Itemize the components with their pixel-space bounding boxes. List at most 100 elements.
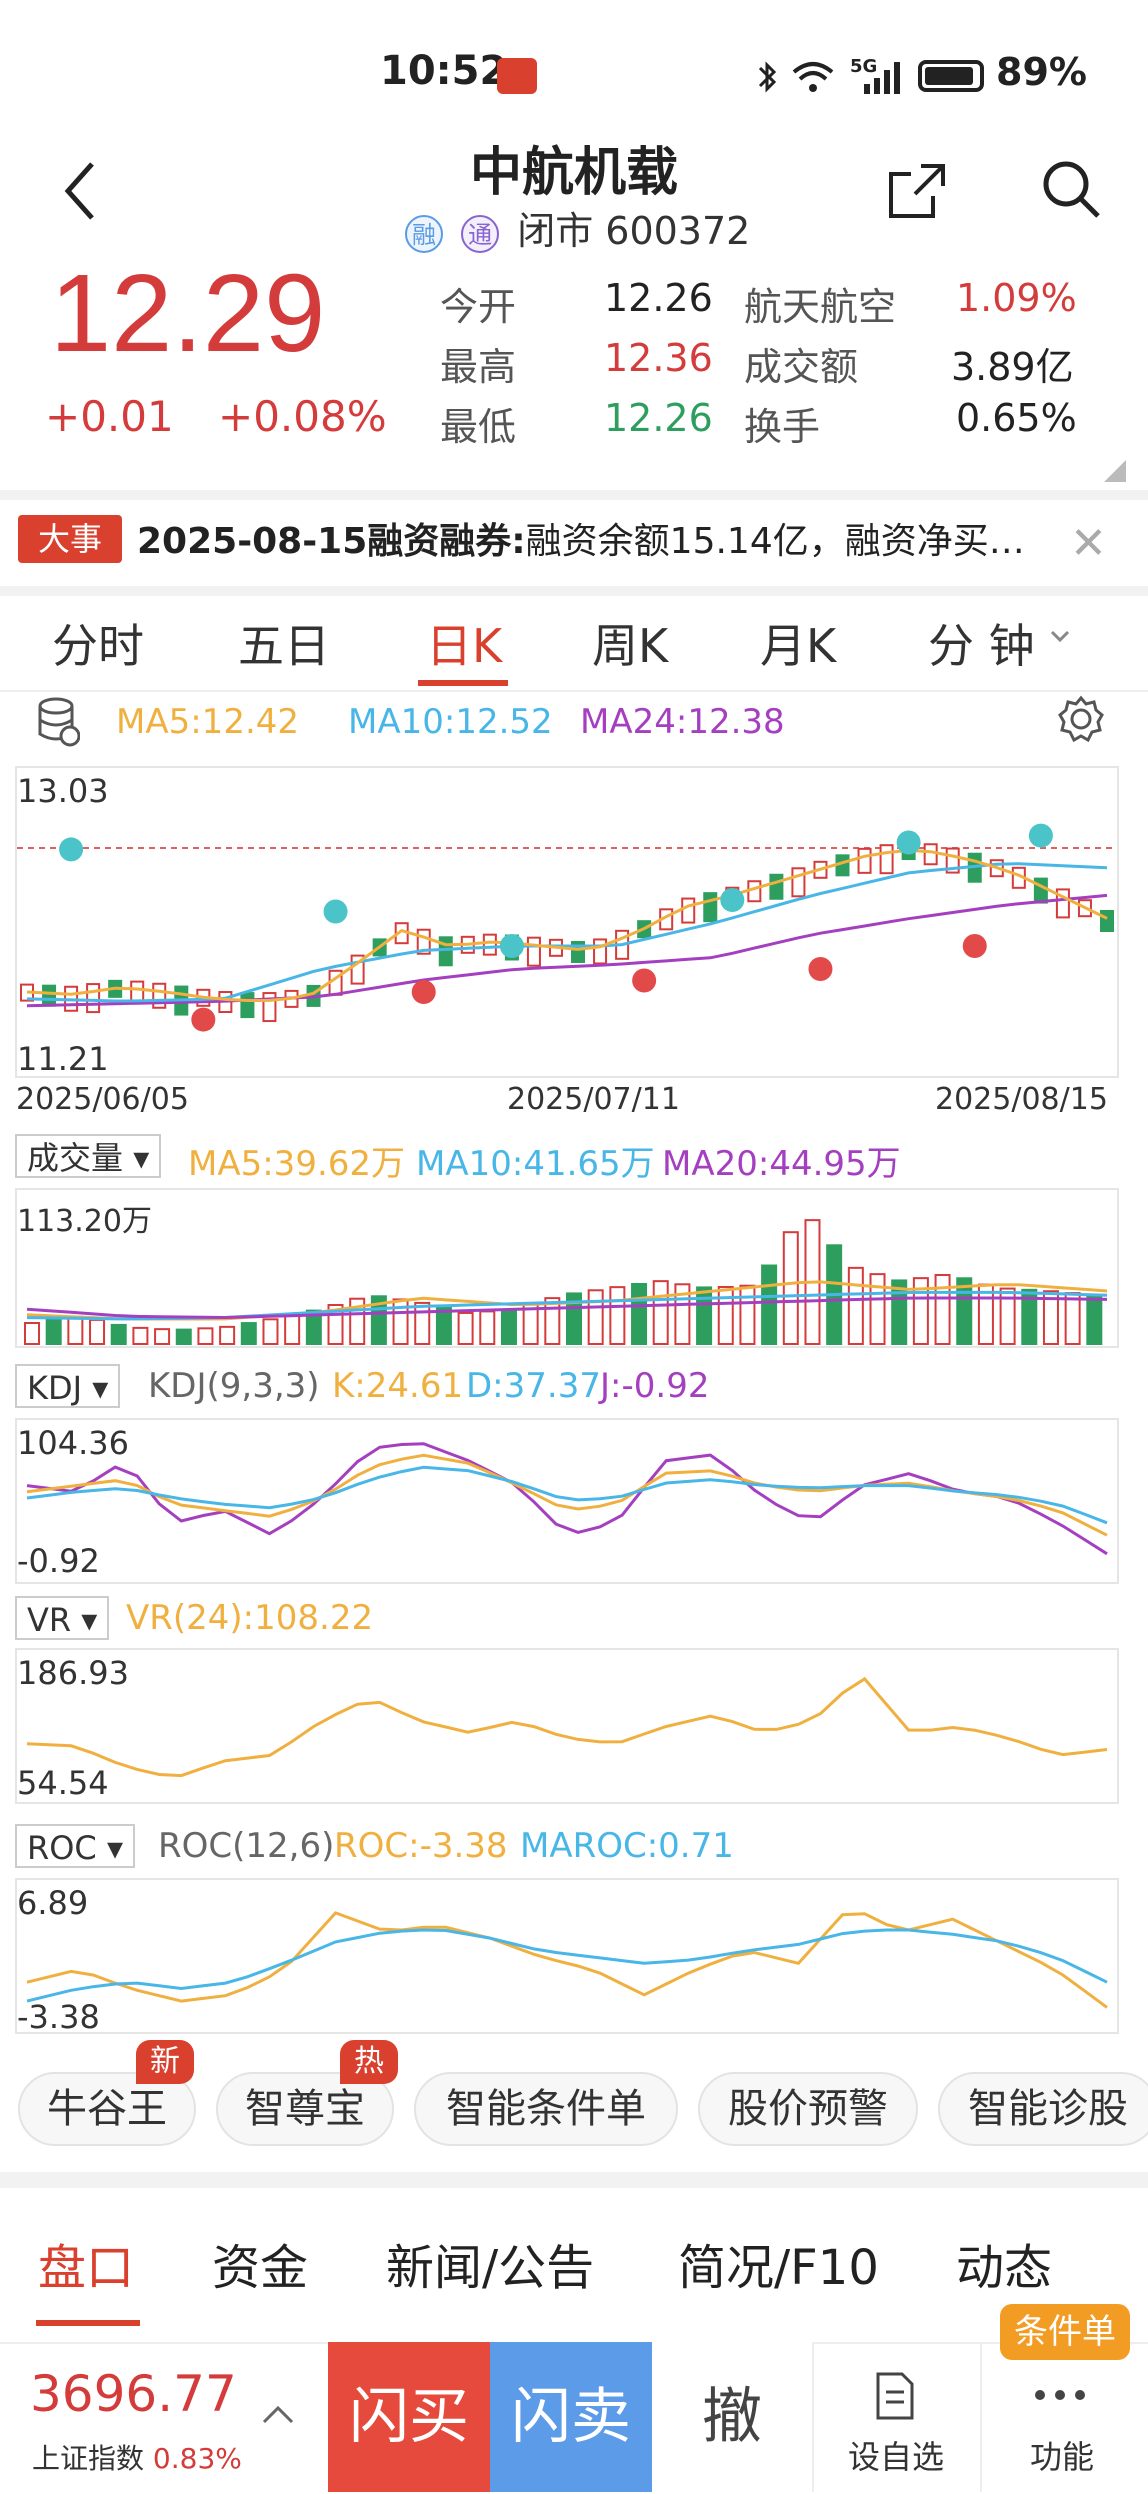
volume-bar bbox=[219, 1325, 236, 1346]
tab-daily-k[interactable]: 日K bbox=[426, 619, 503, 673]
expand-corner-icon[interactable] bbox=[1104, 460, 1126, 482]
tab-five-day[interactable]: 五日 bbox=[238, 619, 330, 673]
news-badge: 大事 bbox=[18, 515, 122, 563]
sell-signal-marker bbox=[499, 934, 524, 958]
volume-chart[interactable] bbox=[17, 1190, 1117, 1346]
chip-niuguwang[interactable]: 牛谷王 bbox=[18, 2072, 196, 2146]
close-icon[interactable]: ✕ bbox=[1070, 518, 1107, 569]
vr-selector[interactable]: VR ▾ bbox=[15, 1596, 110, 1640]
candle bbox=[86, 983, 101, 1014]
add-watchlist-icon[interactable] bbox=[872, 2370, 918, 2422]
settings-gear-icon[interactable] bbox=[1056, 694, 1106, 744]
chip-zhizunbao[interactable]: 智尊宝 bbox=[216, 2072, 394, 2146]
tab-dynamics[interactable]: 动态 bbox=[956, 2240, 1053, 2296]
roc-params: ROC(12,6) bbox=[158, 1826, 335, 1866]
cancel-order-button[interactable]: 撤 bbox=[652, 2342, 812, 2492]
candle bbox=[482, 933, 497, 956]
kdj-chart[interactable] bbox=[17, 1420, 1117, 1582]
roc-chart[interactable] bbox=[17, 1880, 1117, 2032]
share-icon[interactable] bbox=[885, 160, 949, 220]
candle bbox=[879, 844, 894, 875]
volume-bar bbox=[457, 1311, 474, 1345]
date-end: 2025/08/15 bbox=[935, 1082, 1108, 1117]
amount-value: 3.89亿 bbox=[951, 345, 1074, 389]
candle bbox=[1100, 910, 1114, 932]
vr-chart-panel[interactable]: 186.93 54.54 bbox=[15, 1648, 1119, 1804]
volume-bar bbox=[24, 1322, 40, 1345]
tab-capital[interactable]: 资金 bbox=[212, 2240, 309, 2296]
ma5-legend: MA5:12.42 bbox=[116, 702, 300, 742]
tab-monthly-k[interactable]: 月K bbox=[760, 619, 837, 673]
candle bbox=[1033, 877, 1048, 904]
volume-bar bbox=[912, 1277, 929, 1345]
tab-intraday[interactable]: 分时 bbox=[52, 619, 144, 673]
hot-badge: 热 bbox=[340, 2040, 398, 2084]
chevron-down-icon[interactable] bbox=[1050, 630, 1070, 644]
chevron-up-icon[interactable] bbox=[262, 2404, 294, 2424]
news-ticker[interactable]: 2025-08-15融资融券:融资余额15.14亿，融资净买… bbox=[137, 512, 1057, 564]
volume-bar bbox=[89, 1318, 106, 1345]
kdj-params: KDJ(9,3,3) bbox=[148, 1366, 320, 1406]
candle bbox=[593, 938, 608, 965]
sector-percent[interactable]: 1.09% bbox=[956, 276, 1077, 320]
candle bbox=[526, 936, 541, 967]
tab-f10[interactable]: 简况/F10 bbox=[678, 2240, 879, 2296]
sell-signal-marker bbox=[59, 837, 84, 862]
flash-buy-button[interactable]: 闪买 bbox=[328, 2342, 490, 2492]
kline-chart-panel[interactable]: 13.03 11.21 bbox=[15, 766, 1119, 1078]
margin-tag: 融 bbox=[405, 214, 443, 253]
index-name-row[interactable]: 上证指数 0.83% bbox=[32, 2437, 242, 2477]
network-type: 5G bbox=[850, 56, 878, 77]
search-icon[interactable] bbox=[1040, 158, 1104, 222]
buy-signal-marker bbox=[632, 968, 657, 993]
index-value[interactable]: 3696.77 bbox=[30, 2365, 237, 2423]
roc-chart-panel[interactable]: 6.89 -3.38 bbox=[15, 1878, 1119, 2036]
wifi-icon bbox=[792, 62, 834, 92]
candle bbox=[923, 843, 938, 866]
kdj-y-min: -0.92 bbox=[17, 1542, 100, 1580]
kdj-selector[interactable]: KDJ ▾ bbox=[15, 1364, 121, 1408]
more-dots-icon[interactable] bbox=[1032, 2388, 1088, 2402]
vr-y-min: 54.54 bbox=[17, 1764, 109, 1802]
flash-sell-button[interactable]: 闪卖 bbox=[490, 2342, 652, 2492]
chip-price-alert[interactable]: 股价预警 bbox=[698, 2072, 918, 2146]
sector-label[interactable]: 航天航空 bbox=[744, 285, 897, 329]
kdj-chart-panel[interactable]: 104.36 -0.92 bbox=[15, 1418, 1119, 1584]
news-date-title: 2025-08-15融资融券: bbox=[137, 521, 526, 562]
volume-bar bbox=[782, 1231, 799, 1346]
candle bbox=[130, 980, 145, 1003]
kline-chart[interactable] bbox=[17, 768, 1117, 1076]
volume-bar bbox=[761, 1264, 778, 1345]
sell-signal-marker bbox=[1028, 823, 1053, 848]
chip-smart-order[interactable]: 智能条件单 bbox=[414, 2072, 678, 2146]
volume-bar bbox=[500, 1308, 517, 1345]
turnover-value: 0.65% bbox=[956, 396, 1077, 440]
sell-signal-marker bbox=[896, 830, 921, 855]
signal-icon bbox=[864, 62, 900, 94]
turnover-label: 换手 bbox=[744, 405, 821, 449]
index-percent: 0.83% bbox=[152, 2442, 242, 2475]
candle bbox=[262, 992, 277, 1023]
chip-smart-diagnosis[interactable]: 智能诊股 bbox=[938, 2072, 1148, 2146]
database-icon[interactable] bbox=[36, 696, 80, 748]
volume-chart-panel[interactable]: 113.20万 bbox=[15, 1188, 1119, 1348]
volume-bar bbox=[696, 1286, 713, 1346]
volume-selector[interactable]: 成交量 ▾ bbox=[15, 1134, 162, 1178]
volume-bar bbox=[175, 1328, 192, 1346]
amount-label: 成交额 bbox=[744, 345, 859, 389]
tab-weekly-k[interactable]: 周K bbox=[592, 619, 669, 673]
tab-minute[interactable]: 分 钟 bbox=[928, 619, 1035, 673]
tab-orderbook[interactable]: 盘口 bbox=[38, 2240, 135, 2296]
volume-bar bbox=[1021, 1288, 1038, 1346]
add-watchlist-label[interactable]: 设自选 bbox=[848, 2438, 945, 2476]
roc-selector[interactable]: ROC ▾ bbox=[15, 1824, 135, 1868]
function-label[interactable]: 功能 bbox=[1030, 2438, 1095, 2476]
volume-bar bbox=[717, 1285, 734, 1345]
back-arrow-icon[interactable] bbox=[60, 160, 100, 222]
condition-order-badge[interactable]: 条件单 bbox=[1000, 2304, 1130, 2360]
date-mid: 2025/07/11 bbox=[507, 1082, 680, 1117]
vr-chart[interactable] bbox=[17, 1650, 1117, 1802]
volume-label: 成交量 bbox=[27, 1139, 124, 1177]
tab-news[interactable]: 新闻/公告 bbox=[386, 2240, 595, 2296]
kline-y-min: 11.21 bbox=[17, 1040, 109, 1078]
